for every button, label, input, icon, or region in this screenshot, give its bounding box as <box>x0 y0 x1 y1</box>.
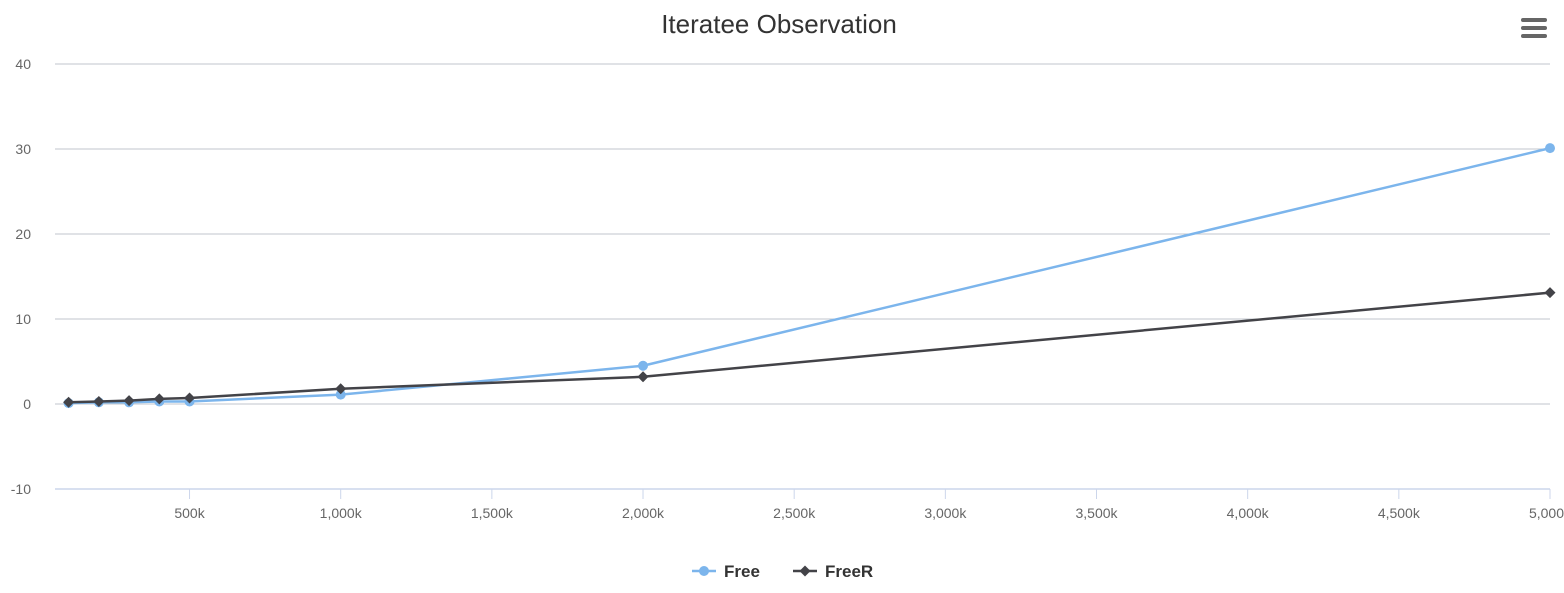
chart-title: Iteratee Observation <box>661 9 897 39</box>
data-point-freer[interactable] <box>1544 287 1556 299</box>
data-point-freer[interactable] <box>184 392 196 404</box>
data-point-free[interactable] <box>638 360 649 371</box>
legend-symbol-marker <box>699 566 709 576</box>
series-line-free <box>67 146 1552 405</box>
series-group <box>63 143 1556 409</box>
y-tick-label: -10 <box>11 481 31 497</box>
x-tick-label: 5,000k <box>1529 505 1564 521</box>
data-point-freer[interactable] <box>123 395 135 407</box>
legend-symbol-marker <box>799 565 811 577</box>
legend-label: FreeR <box>825 562 873 581</box>
x-tick-label: 3,000k <box>924 505 967 521</box>
x-tick-label: 1,500k <box>471 505 514 521</box>
x-tick-label: 4,000k <box>1227 505 1270 521</box>
x-tick-label: 1,000k <box>320 505 363 521</box>
x-tick-label: 3,500k <box>1075 505 1118 521</box>
y-tick-label: 20 <box>15 226 31 242</box>
data-point-freer[interactable] <box>335 383 347 395</box>
data-point-freer[interactable] <box>637 371 649 383</box>
x-tick-label: 2,000k <box>622 505 665 521</box>
y-tick-label: 30 <box>15 141 31 157</box>
data-point-freer[interactable] <box>63 396 75 408</box>
data-point-freer[interactable] <box>93 395 105 407</box>
legend-item-freer[interactable]: FreeR <box>793 562 873 581</box>
data-point-freer[interactable] <box>153 393 165 405</box>
y-tick-label: 10 <box>15 311 31 327</box>
axes: -10 0 10 20 30 40 500k 1,000k 1,500k 2,000k 2,500k… <box>11 56 1564 521</box>
x-tick-label: 500k <box>174 505 205 521</box>
grid-lines <box>55 63 1550 405</box>
data-point-free[interactable] <box>1545 143 1555 154</box>
series-line-freer <box>67 291 1552 404</box>
y-tick-label: 40 <box>15 56 31 72</box>
y-tick-label: 0 <box>23 396 31 412</box>
x-tick-label: 2,500k <box>773 505 816 521</box>
legend-item-free[interactable]: Free <box>692 562 760 581</box>
legend-label: Free <box>724 562 760 581</box>
data-point-free[interactable] <box>335 389 346 400</box>
hamburger-menu-icon[interactable] <box>1516 14 1552 44</box>
x-tick-label: 4,500k <box>1378 505 1421 521</box>
legend[interactable]: Free FreeR <box>692 562 873 581</box>
